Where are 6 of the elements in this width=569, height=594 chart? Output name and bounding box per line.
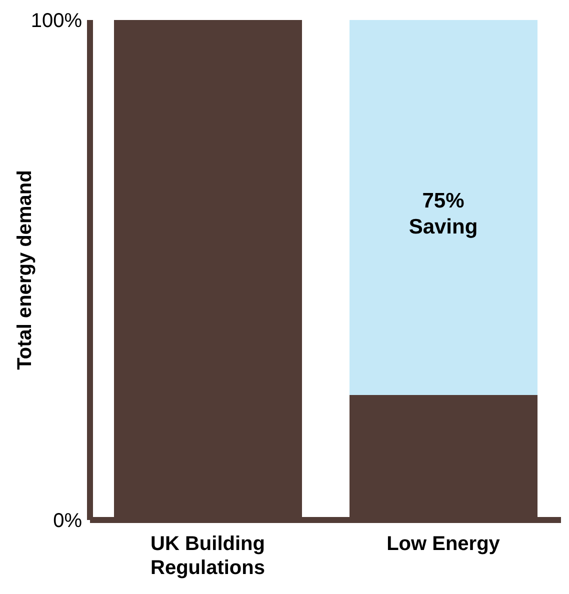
- y-tick-label: 100%: [30, 10, 82, 32]
- y-axis-title: Total energy demand: [14, 170, 36, 370]
- x-tick-label: Low Energy: [386, 533, 501, 555]
- x-tick-label: UK Building Regulations: [150, 533, 265, 579]
- annotation: 75% Saving: [408, 190, 478, 238]
- y-tick-label: 0%: [53, 510, 82, 532]
